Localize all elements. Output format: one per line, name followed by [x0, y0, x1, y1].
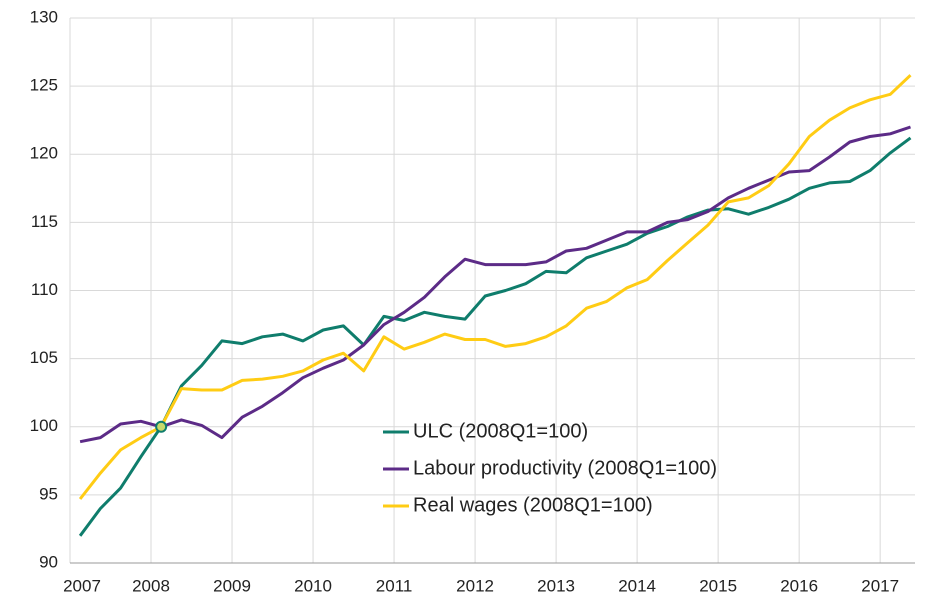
x-tick-label: 2017 [861, 576, 899, 595]
y-tick-label: 100 [30, 416, 58, 435]
y-tick-label: 120 [30, 144, 58, 163]
x-tick-label: 2011 [376, 576, 413, 595]
legend-label: Labour productivity (2008Q1=100) [413, 457, 717, 479]
x-tick-label: 2016 [780, 576, 818, 595]
y-tick-label: 95 [39, 484, 58, 503]
x-tick-label: 2012 [456, 576, 494, 595]
point-marker [155, 420, 168, 433]
y-tick-label: 125 [30, 76, 58, 95]
x-tick-label: 2013 [537, 576, 575, 595]
y-tick-label: 90 [39, 552, 58, 571]
y-tick-label: 110 [31, 280, 58, 299]
legend-label: Real wages (2008Q1=100) [413, 494, 653, 516]
series-line [78, 74, 912, 500]
y-tick-label: 105 [30, 348, 58, 367]
x-tick-label: 2014 [618, 576, 656, 595]
y-tick-label: 115 [31, 212, 58, 231]
x-tick-label: 2007 [63, 576, 101, 595]
series-line [78, 136, 912, 537]
legend-label: ULC (2008Q1=100) [413, 420, 588, 442]
x-tick-label: 2015 [699, 576, 737, 595]
x-tick-label: 2010 [294, 576, 332, 595]
x-tick-label: 2008 [132, 576, 170, 595]
y-tick-label: 130 [30, 7, 58, 26]
x-tick-label: 2009 [213, 576, 251, 595]
series-line [79, 125, 911, 444]
